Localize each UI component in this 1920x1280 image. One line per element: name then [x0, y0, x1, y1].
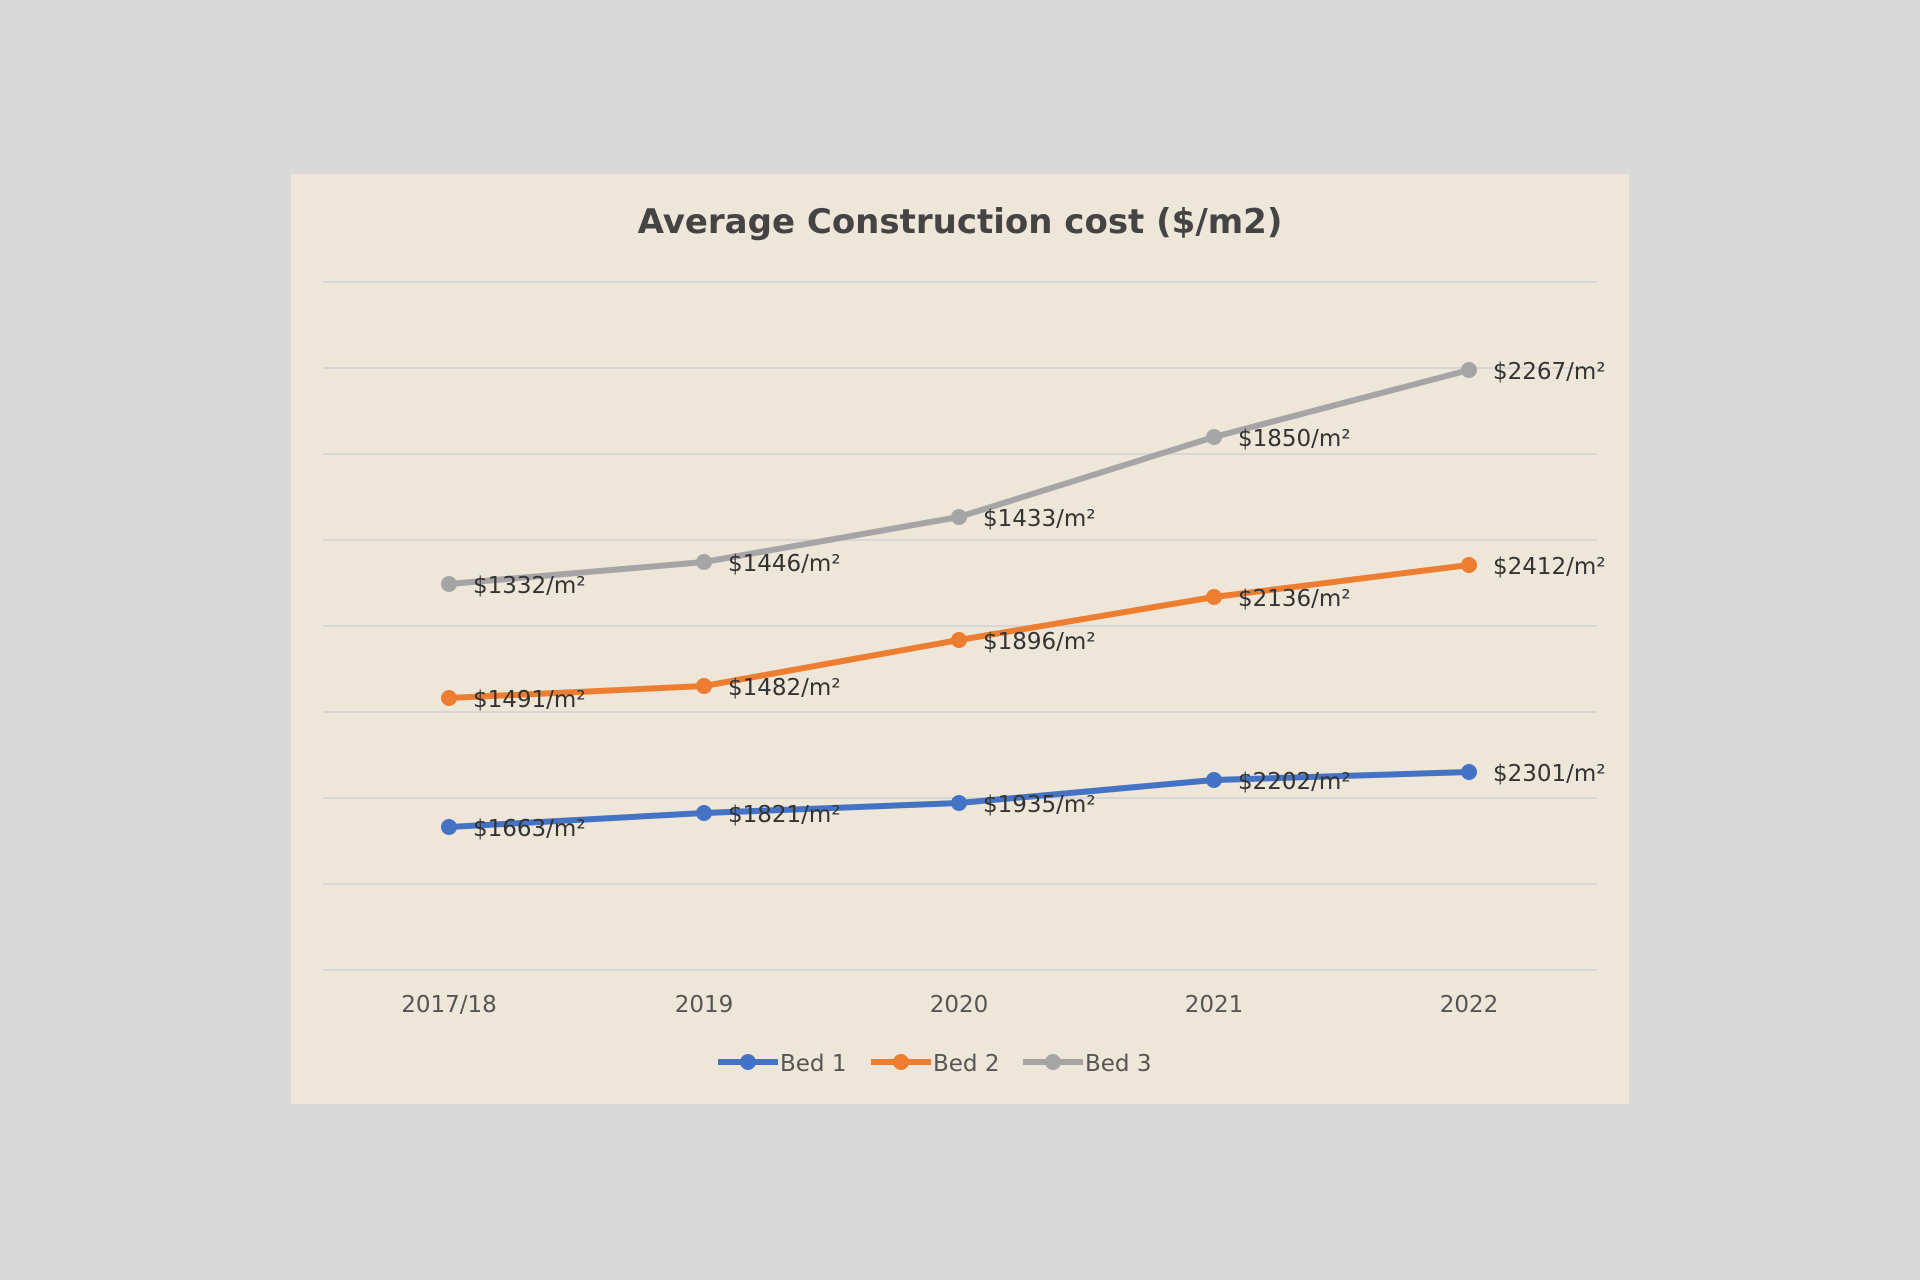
- legend-label: Bed 1: [780, 1051, 846, 1077]
- data-point: [441, 819, 457, 835]
- data-label: $1433/m²: [983, 506, 1096, 532]
- series-line-bed-3: [446, 367, 1472, 587]
- data-point: [1206, 589, 1222, 605]
- line-chart: $1663/m² $1821/m² $1935/m² $2202/m² $2301/m²…: [323, 281, 1606, 1077]
- data-point: [1461, 764, 1477, 780]
- data-label: $1491/m²: [473, 687, 586, 713]
- data-point: [441, 690, 457, 706]
- series-line-bed-2: [446, 562, 1472, 701]
- x-tick-label: 2021: [1185, 992, 1244, 1018]
- data-label: $2267/m²: [1493, 359, 1606, 385]
- legend-label: Bed 3: [1085, 1051, 1151, 1077]
- data-point: [441, 576, 457, 592]
- x-axis-labels: 2017/18 2019 2020 2021 2022: [401, 992, 1498, 1018]
- legend-marker: [893, 1054, 909, 1070]
- series-lines: [441, 362, 1477, 835]
- data-labels: $1663/m² $1821/m² $1935/m² $2202/m² $2301/m²…: [473, 359, 1606, 842]
- x-tick-label: 2022: [1440, 992, 1499, 1018]
- legend-marker: [740, 1054, 756, 1070]
- data-point: [1461, 557, 1477, 573]
- data-point: [1461, 362, 1477, 378]
- data-label: $2136/m²: [1238, 586, 1351, 612]
- data-point: [696, 554, 712, 570]
- legend-label: Bed 2: [933, 1051, 999, 1077]
- data-label: $1482/m²: [728, 675, 841, 701]
- chart-card: Average Construction cost ($/m2) $1663/m…: [291, 174, 1629, 1104]
- x-tick-label: 2019: [675, 992, 734, 1018]
- x-tick-label: 2017/18: [401, 992, 497, 1018]
- legend: Bed 1 Bed 2 Bed 3: [718, 1051, 1151, 1077]
- data-label: $2412/m²: [1493, 554, 1606, 580]
- data-label: $1896/m²: [983, 629, 1096, 655]
- data-label: $2301/m²: [1493, 761, 1606, 787]
- data-label: $1663/m²: [473, 816, 586, 842]
- data-point: [951, 632, 967, 648]
- chart-title: Average Construction cost ($/m2): [637, 202, 1283, 242]
- data-label: $1821/m²: [728, 802, 841, 828]
- data-point: [951, 509, 967, 525]
- x-tick-label: 2020: [930, 992, 989, 1018]
- data-point: [1206, 772, 1222, 788]
- data-label: $1935/m²: [983, 792, 1096, 818]
- gridlines: [323, 281, 1597, 971]
- data-point: [696, 805, 712, 821]
- data-point: [1206, 429, 1222, 445]
- legend-marker: [1045, 1054, 1061, 1070]
- data-label: $2202/m²: [1238, 769, 1351, 795]
- data-label: $1446/m²: [728, 551, 841, 577]
- data-label: $1332/m²: [473, 573, 586, 599]
- data-label: $1850/m²: [1238, 426, 1351, 452]
- data-point: [696, 678, 712, 694]
- data-point: [951, 795, 967, 811]
